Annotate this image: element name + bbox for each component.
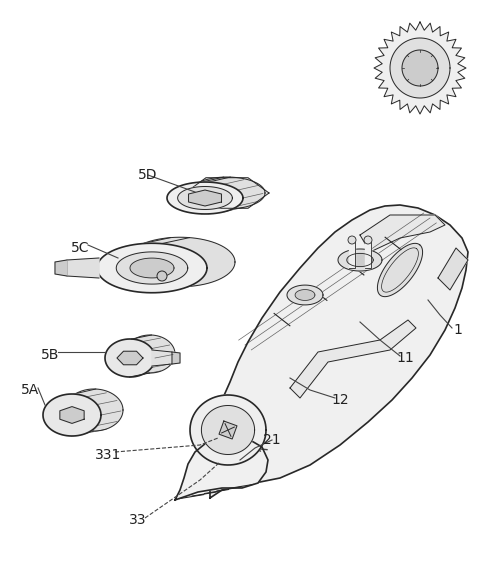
Polygon shape (117, 351, 143, 365)
Polygon shape (167, 182, 243, 214)
Text: 5D: 5D (138, 168, 158, 182)
Text: 5B: 5B (41, 348, 59, 362)
Text: 1: 1 (454, 323, 462, 337)
Polygon shape (60, 406, 84, 423)
Polygon shape (219, 421, 237, 439)
Polygon shape (188, 190, 222, 206)
Text: 33: 33 (129, 513, 147, 527)
Polygon shape (130, 258, 174, 278)
Polygon shape (43, 389, 96, 436)
Polygon shape (175, 437, 268, 500)
Polygon shape (374, 22, 466, 114)
Text: 12: 12 (331, 393, 349, 407)
Text: 11: 11 (396, 351, 414, 365)
Polygon shape (338, 249, 382, 271)
Polygon shape (390, 38, 450, 98)
Polygon shape (55, 260, 67, 276)
Text: 5A: 5A (21, 383, 39, 397)
Polygon shape (125, 237, 235, 287)
Polygon shape (402, 50, 438, 86)
Polygon shape (172, 352, 180, 364)
Polygon shape (210, 205, 468, 498)
Polygon shape (190, 395, 266, 465)
Circle shape (348, 236, 356, 244)
Polygon shape (116, 252, 188, 284)
Polygon shape (185, 178, 269, 208)
Polygon shape (295, 290, 315, 301)
Text: 5C: 5C (71, 241, 89, 255)
Polygon shape (65, 389, 123, 431)
Circle shape (157, 271, 167, 281)
Polygon shape (438, 248, 468, 290)
Text: 21: 21 (263, 433, 281, 447)
Polygon shape (365, 242, 371, 268)
Polygon shape (67, 258, 99, 278)
Polygon shape (378, 243, 422, 296)
Polygon shape (43, 394, 101, 436)
Polygon shape (178, 186, 233, 210)
Polygon shape (152, 350, 172, 366)
Polygon shape (290, 320, 416, 398)
Polygon shape (202, 405, 254, 455)
Polygon shape (189, 177, 265, 209)
Polygon shape (97, 243, 207, 293)
Polygon shape (347, 254, 373, 266)
Text: 331: 331 (95, 448, 121, 462)
Polygon shape (287, 285, 323, 305)
Circle shape (364, 236, 372, 244)
Polygon shape (105, 339, 155, 377)
Polygon shape (125, 335, 175, 373)
Polygon shape (360, 215, 445, 252)
Polygon shape (349, 242, 355, 268)
